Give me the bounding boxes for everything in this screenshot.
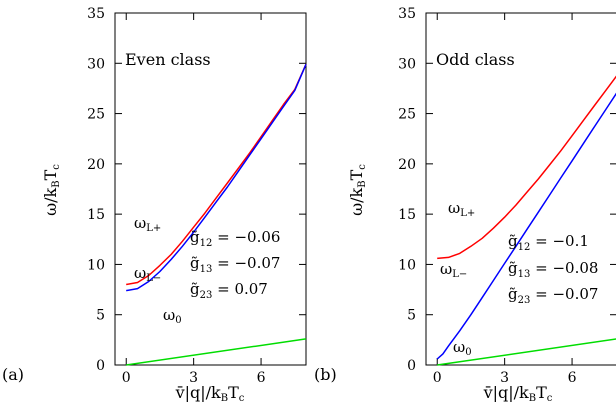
series-line-0 xyxy=(437,75,616,260)
param-g13-value: −0.07 xyxy=(234,254,280,272)
y-tick-label: 25 xyxy=(87,107,105,123)
y-tick-label: 30 xyxy=(398,56,416,72)
param-g13: g̃13 = −0.08 xyxy=(508,259,598,280)
label-omega-Lplus: ωL+ xyxy=(448,199,475,219)
y-tick-label: 5 xyxy=(96,308,105,324)
y-tick-label: 0 xyxy=(407,358,416,374)
label-omega-0: ω0 xyxy=(163,306,182,326)
series-line-2 xyxy=(126,338,307,366)
y-tick-label: 35 xyxy=(87,6,105,22)
x-tick-label: 6 xyxy=(257,370,266,386)
param-g13-value: −0.08 xyxy=(552,259,598,277)
panel-label: (a) xyxy=(2,365,24,384)
x-tick-label: 3 xyxy=(500,370,509,386)
x-axis-label: v̄|q|/kBTc xyxy=(483,383,553,404)
y-tick-label: 35 xyxy=(398,6,416,22)
label-omega-0: ω0 xyxy=(453,338,472,358)
tick-marks: 0 5 10 15 20 25 30 35 0 3 6 xyxy=(398,6,616,386)
plot-frame xyxy=(114,12,307,366)
panel-label: (b) xyxy=(314,365,337,384)
param-g23: g̃23 = 0.07 xyxy=(190,280,268,301)
label-omega-Lminus: ωL− xyxy=(440,260,467,280)
param-g12-value: −0.06 xyxy=(234,228,280,246)
x-tick-label: 0 xyxy=(122,370,131,386)
series-group xyxy=(436,75,616,366)
param-g13: g̃13 = −0.07 xyxy=(190,254,280,275)
x-axis-label: v̄|q|/kBTc xyxy=(175,383,245,404)
param-g12-value: −0.1 xyxy=(552,232,588,250)
y-tick-label: 5 xyxy=(407,308,416,324)
tick-marks: 0 5 10 15 20 25 30 35 0 3 6 xyxy=(87,6,306,386)
param-g23: g̃23 = −0.07 xyxy=(508,285,598,306)
series-group xyxy=(126,63,307,366)
param-g12: g̃12 = −0.1 xyxy=(508,232,589,253)
class-label: Odd class xyxy=(436,50,515,69)
y-axis-label: ω/kBTc xyxy=(347,164,368,216)
x-tick-label: 6 xyxy=(568,370,577,386)
y-tick-label: 20 xyxy=(87,157,105,173)
y-tick-label: 0 xyxy=(96,358,105,374)
param-g12: g̃12 = −0.06 xyxy=(190,228,280,249)
plot-frame xyxy=(425,12,616,366)
series-line-2 xyxy=(437,338,616,366)
x-tick-label: 3 xyxy=(189,370,198,386)
y-tick-label: 20 xyxy=(398,157,416,173)
x-tick-label: 0 xyxy=(433,370,442,386)
class-label: Even class xyxy=(125,50,211,69)
y-tick-label: 25 xyxy=(398,107,416,123)
y-axis-label: ω/kBTc xyxy=(41,164,62,216)
series-line-1 xyxy=(126,64,307,292)
param-g23-value: 0.07 xyxy=(234,280,267,298)
param-box: g̃12 = −0.1 g̃13 = −0.08 g̃23 = −0.07 xyxy=(508,232,598,306)
label-omega-Lplus: ωL+ xyxy=(134,214,161,234)
y-tick-label: 15 xyxy=(87,207,105,223)
param-box: g̃12 = −0.06 g̃13 = −0.07 g̃23 = 0.07 xyxy=(190,228,280,301)
series-line-0 xyxy=(126,63,307,286)
y-tick-label: 30 xyxy=(87,56,105,72)
param-g23-value: −0.07 xyxy=(552,285,598,303)
y-tick-label: 10 xyxy=(87,257,105,273)
y-tick-label: 10 xyxy=(398,257,416,273)
series-line-1 xyxy=(436,92,616,360)
y-tick-label: 15 xyxy=(398,207,416,223)
